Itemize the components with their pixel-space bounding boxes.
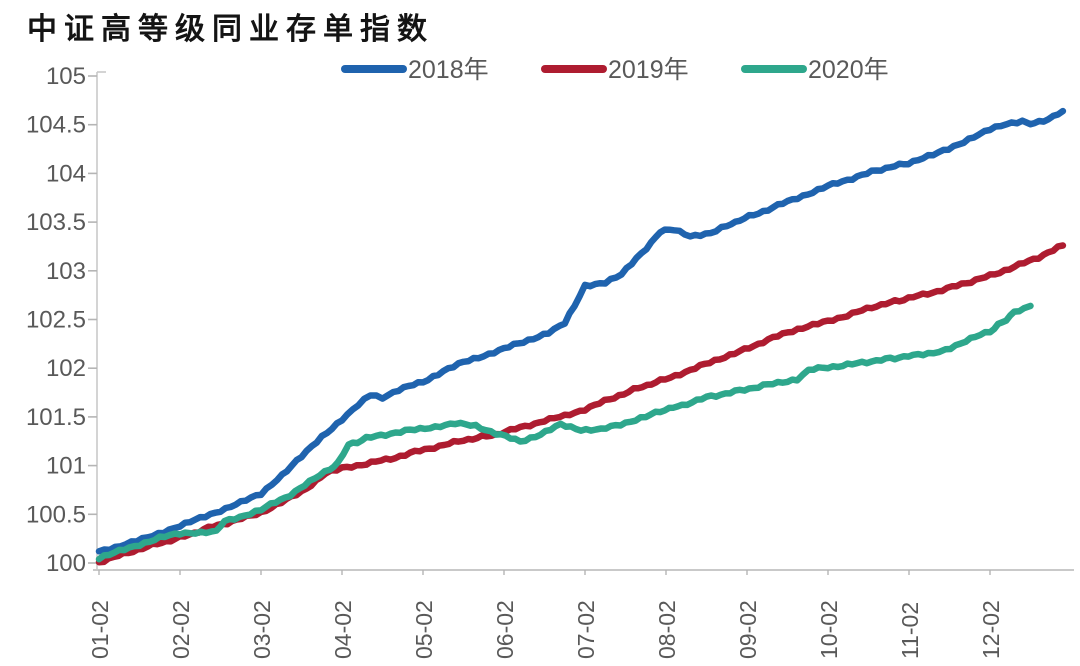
y-tick-label: 103 (46, 258, 86, 285)
y-tick-label: 104.5 (26, 112, 86, 139)
x-tick-label: 10-02 (816, 600, 842, 659)
series-line-2018 (95, 107, 1067, 555)
legend-label-2019: 2019年 (608, 56, 689, 84)
x-tick-label: 02-02 (168, 600, 194, 659)
y-tick-label: 101 (46, 453, 86, 480)
x-tick-label: 09-02 (735, 600, 761, 659)
series-line-2019 (95, 242, 1067, 566)
x-tick-label: 12-02 (978, 600, 1004, 659)
y-tick-label: 102.5 (26, 307, 86, 334)
x-tick-label: 07-02 (573, 600, 599, 659)
y-tick-label: 100 (46, 550, 86, 577)
series-line-2020 (95, 302, 1034, 563)
x-tick-label: 06-02 (492, 600, 518, 659)
y-tick-label: 103.5 (26, 209, 86, 236)
x-tick-label: 05-02 (411, 600, 437, 659)
x-tick-label: 01-02 (87, 600, 113, 659)
legend-label-2020: 2020年 (808, 56, 889, 84)
y-tick-label: 104 (46, 160, 86, 187)
x-tick-label: 11-02 (897, 602, 923, 659)
y-tick-label: 101.5 (26, 404, 86, 431)
y-tick-label: 102 (46, 355, 86, 382)
y-tick-label: 100.5 (26, 501, 86, 528)
x-tick-label: 08-02 (654, 600, 680, 659)
legend-label-2018: 2018年 (408, 56, 489, 84)
x-tick-label: 03-02 (249, 600, 275, 659)
chart-title: 中证高等级同业存单指数 (27, 13, 434, 46)
y-tick-label: 105 (46, 63, 86, 90)
x-tick-label: 04-02 (330, 600, 356, 659)
